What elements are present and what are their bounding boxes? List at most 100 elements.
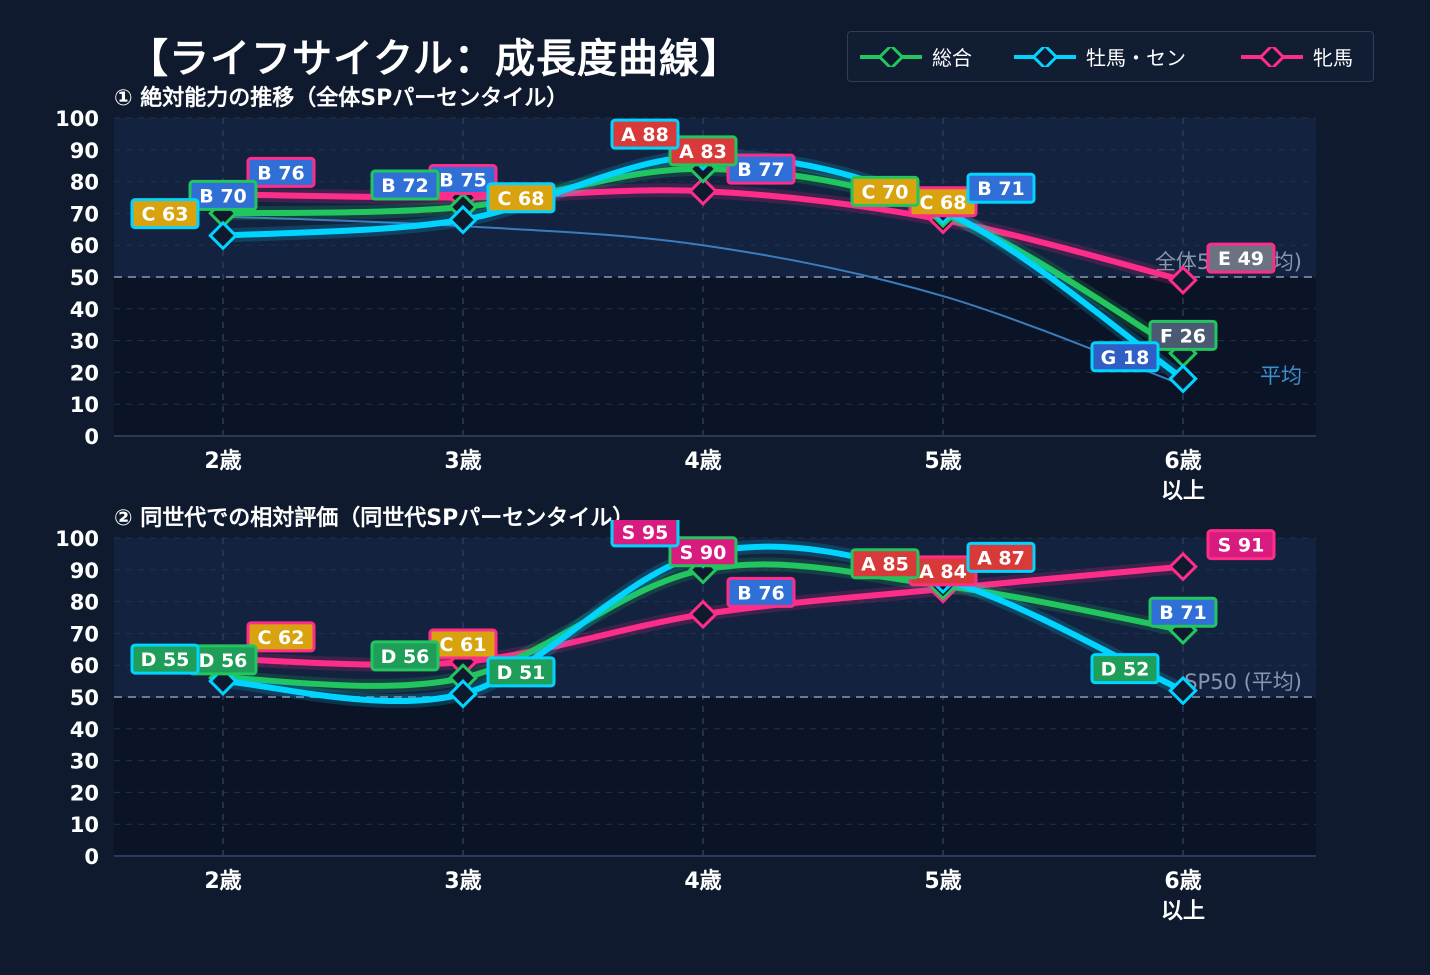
c1-rank-badge-text: B 75 xyxy=(439,170,487,192)
c2-rank-badge xyxy=(850,548,920,580)
c2-rank-badge xyxy=(246,621,316,653)
c1-rank-badge-text: B 76 xyxy=(257,162,305,184)
c2-rank-badge-text: D 56 xyxy=(381,646,430,668)
c2-rank-badge-text: S 91 xyxy=(1218,535,1265,557)
c1-rank-badge xyxy=(966,172,1036,204)
c2-rank-badge-text: S 95 xyxy=(622,522,669,544)
c1-y-tick-label: 100 xyxy=(55,107,99,131)
c2-y-tick-label: 30 xyxy=(70,750,99,774)
c1-rank-badge xyxy=(1090,341,1160,373)
c2-y-tick-label: 80 xyxy=(70,591,99,615)
c2-x-tick-label: 5歳 xyxy=(924,869,961,894)
c2-rank-badge xyxy=(1090,653,1160,685)
c2-y-tick-label: 70 xyxy=(70,622,99,646)
c2-data-point xyxy=(688,599,718,630)
legend-item-total: 総合 xyxy=(860,32,972,81)
c2-rank-badge xyxy=(486,656,556,688)
c2-y-tick-label: 50 xyxy=(70,686,99,710)
c2-rank-badge-text: D 52 xyxy=(1101,659,1150,681)
c1-x-tick-label: 以上 xyxy=(1161,479,1205,500)
c1-rank-badge xyxy=(1206,242,1276,274)
c2-y-tick-label: 20 xyxy=(70,781,99,805)
c1-rank-badge xyxy=(188,179,258,211)
c1-rank-badge-text: A 83 xyxy=(679,141,727,163)
c1-rank-badge-text: C 68 xyxy=(920,192,967,214)
c2-x-tick-label: 4歳 xyxy=(684,869,721,894)
c1-y-tick-label: 30 xyxy=(70,330,99,354)
c1-rank-badge xyxy=(246,156,316,188)
legend-item-male: 牡馬・セン xyxy=(1014,32,1186,81)
c1-rank-badge xyxy=(850,175,920,207)
c2-y-tick-label: 0 xyxy=(84,845,99,869)
legend-item-female: 牝馬 xyxy=(1241,32,1353,81)
c1-rank-badge-text: E 49 xyxy=(1218,248,1264,270)
c2-y-tick-label: 100 xyxy=(55,527,99,551)
c2-rank-badge-text: B 76 xyxy=(737,582,785,604)
c1-y-tick-label: 90 xyxy=(70,139,99,163)
c1-data-point xyxy=(448,204,478,235)
c2-data-point xyxy=(1168,675,1198,706)
c2-rank-badge xyxy=(1148,596,1218,628)
c2-x-tick-label: 6歳 xyxy=(1164,869,1201,894)
c2-rank-badge-text: C 61 xyxy=(440,634,487,656)
c2-rank-badge-text: S 90 xyxy=(680,542,727,564)
c2-rank-badge-text: D 55 xyxy=(141,649,190,671)
c1-data-point xyxy=(208,220,238,251)
legend-marker-male xyxy=(1014,46,1076,67)
c1-rank-badge-text: A 88 xyxy=(621,124,669,146)
c1-data-point xyxy=(1168,265,1198,296)
c2-x-tick-label: 3歳 xyxy=(444,869,481,894)
c1-y-tick-label: 70 xyxy=(70,202,99,226)
legend-label-male: 牡馬・セン xyxy=(1086,46,1186,70)
c2-rank-badge xyxy=(1206,529,1276,561)
c1-y-tick-label: 40 xyxy=(70,298,99,322)
c1-rank-badge-text: F 26 xyxy=(1160,325,1206,347)
c1-rank-badge-text: C 68 xyxy=(498,188,545,210)
c2-rank-badge-text: B 71 xyxy=(1159,602,1207,624)
c1-data-point xyxy=(1168,363,1198,394)
c1-y-tick-label: 0 xyxy=(84,425,99,449)
c1-x-tick-label: 5歳 xyxy=(924,449,961,474)
c1-rank-badge xyxy=(370,169,440,201)
c1-y-tick-label: 60 xyxy=(70,234,99,258)
legend-label-female: 牝馬 xyxy=(1313,46,1353,70)
c2-y-tick-label: 40 xyxy=(70,718,99,742)
chart1-title: ① 絶対能力の推移（全体SPパーセンタイル） xyxy=(114,86,569,111)
c2-rank-badge xyxy=(130,643,200,675)
c2-rank-badge xyxy=(370,640,440,672)
c1-average-curve xyxy=(222,215,1184,387)
c2-data-point xyxy=(448,663,478,693)
c1-rank-badge-text: B 71 xyxy=(977,178,1025,200)
c2-rank-badge-text: A 87 xyxy=(977,547,1025,569)
c1-x-tick-label: 2歳 xyxy=(204,449,241,474)
c1-rank-badge-text: C 63 xyxy=(142,204,189,226)
c2-y-tick-label: 10 xyxy=(70,813,99,837)
c2-reference-label: SP50 (平均) xyxy=(1184,670,1302,694)
legend: 総合 牡馬・セン 牝馬 xyxy=(847,31,1374,82)
c1-rank-badge xyxy=(130,198,200,230)
c1-y-tick-label: 10 xyxy=(70,393,99,417)
legend-marker-total xyxy=(860,46,922,67)
c2-rank-badge-text: D 56 xyxy=(199,650,248,672)
c1-y-tick-label: 20 xyxy=(70,361,99,385)
chart2-title: ② 同世代での相対評価（同世代SPパーセンタイル） xyxy=(114,506,635,531)
c1-rank-badge-text: G 18 xyxy=(1101,347,1150,369)
c2-rank-badge-text: D 51 xyxy=(497,662,546,684)
c2-rank-badge xyxy=(610,520,680,548)
c2-rank-badge-text: A 84 xyxy=(919,561,967,583)
c1-rank-badge xyxy=(1148,319,1218,351)
c1-rank-badge-text: C 70 xyxy=(862,181,909,203)
c1-data-point xyxy=(688,176,718,206)
c2-rank-badge-text: C 62 xyxy=(258,627,305,649)
c1-y-tick-label: 80 xyxy=(70,171,99,195)
c1-rank-badge-text: B 72 xyxy=(381,175,429,197)
c2-data-point xyxy=(1168,551,1198,582)
c2-x-tick-label: 2歳 xyxy=(204,869,241,894)
legend-marker-female xyxy=(1241,46,1303,67)
page-title: 【ライフサイクル：成長度曲線】 xyxy=(128,36,741,82)
c1-rank-badge xyxy=(486,182,556,214)
c2-rank-badge xyxy=(668,536,738,568)
legend-label-total: 総合 xyxy=(932,46,972,70)
c2-rank-badge-text: A 85 xyxy=(861,554,909,576)
